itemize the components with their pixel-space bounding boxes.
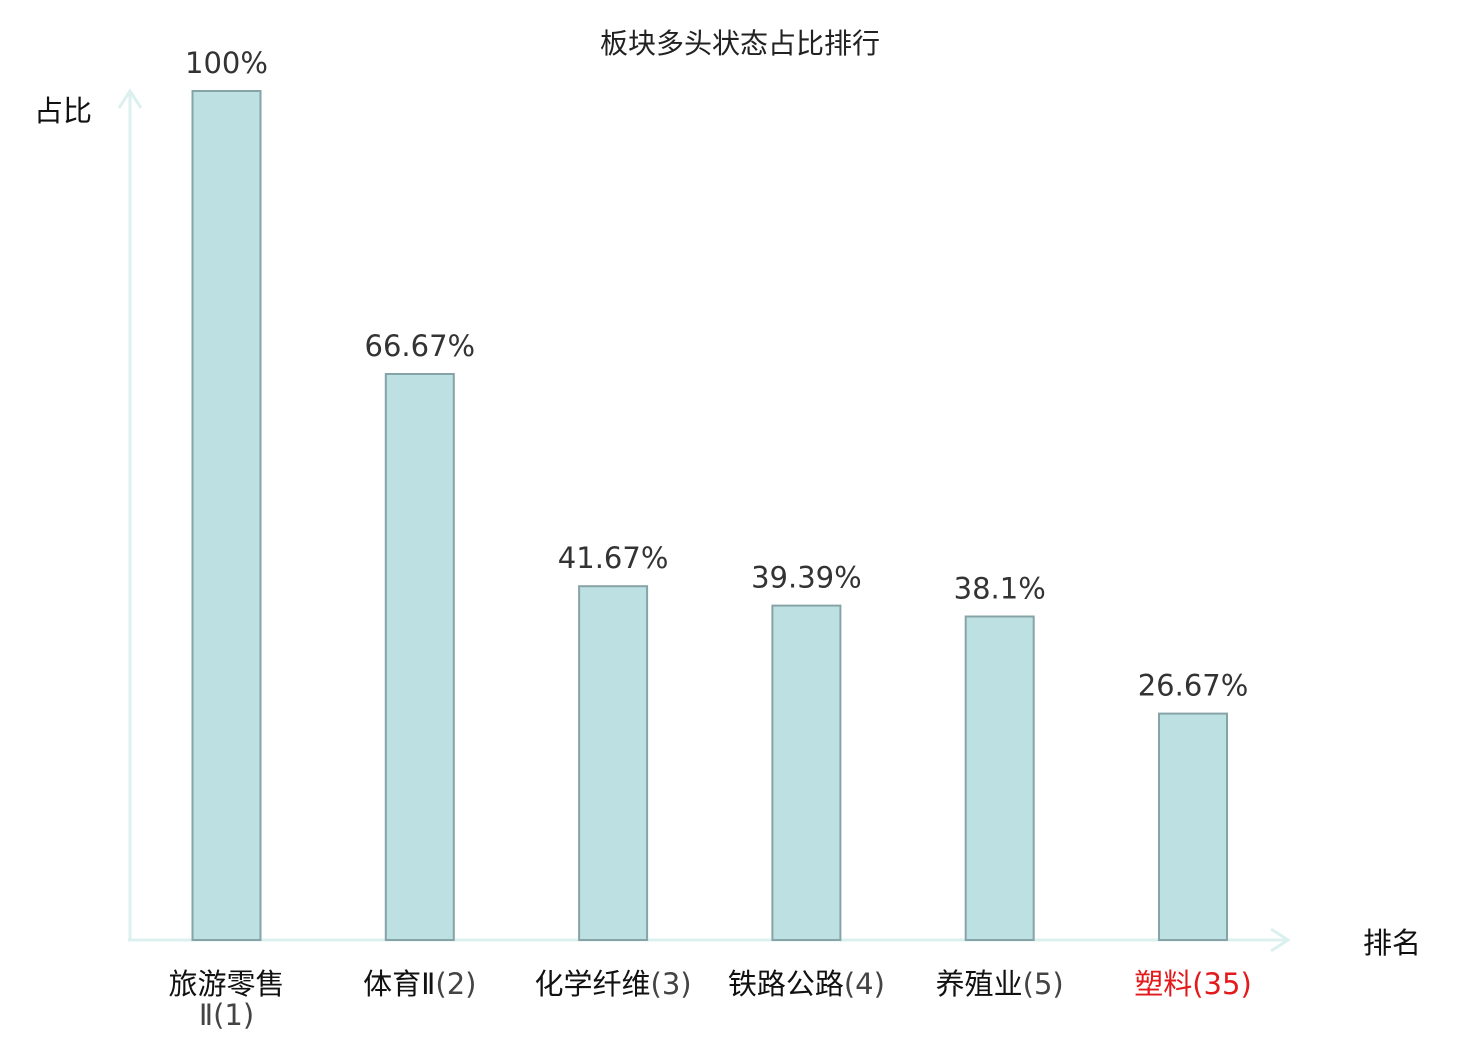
- bar-1: [191, 90, 262, 941]
- bars-group: [191, 90, 1228, 941]
- bar-value-label-4: 39.39%: [751, 561, 862, 595]
- y-axis: [117, 88, 143, 940]
- x-axis: [128, 927, 1291, 953]
- category-label-1: 旅游零售: [168, 967, 284, 1001]
- category-label-5: 养殖业(5): [936, 967, 1064, 1001]
- bar-6: [1158, 712, 1228, 941]
- x-axis-title: 排名: [1363, 926, 1421, 960]
- bar-value-label-2: 66.67%: [365, 329, 476, 363]
- category-label-1-line2: Ⅱ(1): [199, 998, 254, 1032]
- y-axis-arrow-icon: [117, 88, 143, 109]
- bar-3: [578, 585, 649, 941]
- category-label-4: 铁路公路(4): [728, 967, 885, 1001]
- category-label-6: 塑料(35): [1134, 967, 1252, 1001]
- x-axis-arrow-icon: [1270, 927, 1291, 953]
- y-axis-title: 占比: [34, 94, 92, 128]
- chart-title: 板块多头状态占比排行: [600, 27, 880, 60]
- category-label-2: 体育Ⅱ(2): [363, 967, 476, 1001]
- category-label-3: 化学纤维(3): [535, 967, 692, 1001]
- bar-value-label-6: 26.67%: [1138, 669, 1249, 703]
- bar-2: [384, 373, 455, 941]
- bar-value-label-1: 100%: [185, 46, 268, 80]
- bar-4: [771, 604, 842, 941]
- value-labels-group: 100% 66.67% 41.67% 39.39% 38.1% 26.67%: [185, 46, 1248, 703]
- bar-value-label-5: 38.1%: [954, 572, 1046, 606]
- bar-value-label-3: 41.67%: [558, 541, 669, 575]
- bar-5: [964, 615, 1035, 941]
